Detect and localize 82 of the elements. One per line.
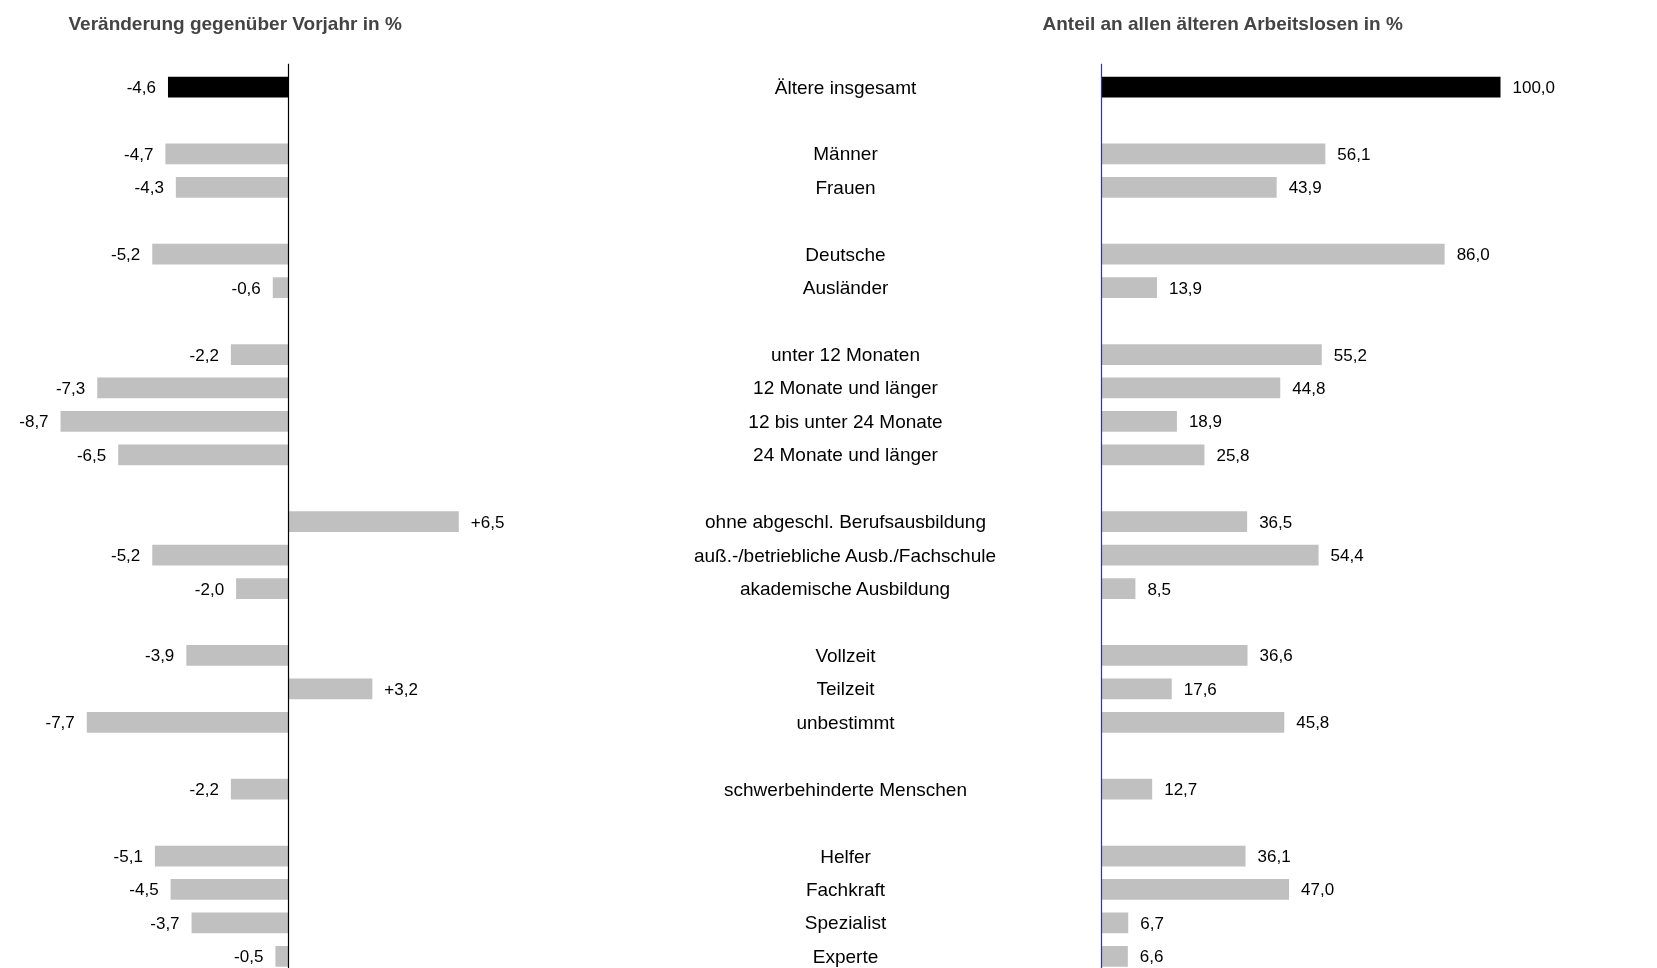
y-tick-label: 24 Monate und länger [753, 444, 939, 466]
bar [1101, 344, 1322, 365]
bar [1101, 578, 1136, 599]
data-label: +3,2 [384, 679, 418, 699]
data-label: 44,8 [1292, 378, 1326, 398]
bar [1101, 711, 1285, 733]
data-label: -4,7 [124, 144, 154, 164]
chart-title: Veränderung gegenüber Vorjahr in % [68, 12, 402, 34]
data-label: 36,1 [1257, 847, 1291, 867]
bar [1101, 678, 1172, 700]
data-label: -7,3 [55, 378, 86, 398]
bar [1101, 511, 1248, 533]
data-label: 36,6 [1259, 646, 1293, 666]
y-tick-label: akademische Ausbildung [739, 578, 951, 600]
y-tick-label: ohne abgeschl. Berufsausbildung [705, 511, 986, 533]
data-label: 54,4 [1330, 546, 1364, 566]
data-label: -2,2 [189, 780, 219, 800]
data-label: -7,7 [45, 713, 75, 733]
data-label: 43,9 [1288, 178, 1322, 198]
data-label: -4,5 [129, 880, 159, 900]
y-tick-label: Frauen [815, 176, 876, 198]
bar [1101, 845, 1246, 867]
y-tick-label: unter 12 Monaten [771, 344, 920, 366]
bar [1101, 544, 1319, 566]
y-tick-label: schwerbehinderte Menschen [724, 778, 967, 800]
bar [1101, 76, 1501, 98]
y-tick-label: 12 bis unter 24 Monate [748, 410, 943, 432]
data-label: 47,0 [1301, 880, 1335, 900]
bar [1101, 243, 1445, 265]
data-label: +6,5 [470, 512, 505, 532]
data-label: 45,8 [1296, 713, 1330, 733]
y-tick-label: Deutsche [805, 243, 886, 265]
data-label: -0,6 [231, 278, 261, 298]
y-tick-label: Ältere insgesamt [774, 76, 917, 98]
data-label: -4,3 [134, 178, 164, 198]
y-tick-label: Ausländer [802, 277, 889, 299]
bar [1101, 444, 1205, 466]
bar [1101, 277, 1157, 299]
data-label: -2,2 [189, 345, 219, 365]
bar [1101, 912, 1129, 934]
y-tick-label: Experte [812, 945, 879, 967]
data-label: -4,6 [126, 78, 156, 98]
data-label: 17,6 [1183, 679, 1217, 699]
data-label: 86,0 [1456, 245, 1490, 265]
y-tick-label: Fachkraft [805, 878, 886, 900]
bar [1101, 177, 1277, 198]
chart-title: Anteil an allen älteren Arbeitslosen in % [1042, 12, 1403, 34]
data-label: 55,2 [1333, 345, 1367, 365]
data-label: 56,1 [1337, 144, 1371, 164]
data-label: -5,2 [110, 245, 141, 265]
data-label: -0,5 [234, 947, 264, 967]
data-label: 12,7 [1164, 780, 1198, 800]
bar [1101, 879, 1290, 900]
y-tick-label: Männer [813, 143, 879, 165]
y-tick-label: Teilzeit [816, 678, 876, 700]
bar [1101, 377, 1281, 399]
data-label: 13,9 [1168, 278, 1203, 298]
data-label: -3,7 [150, 913, 180, 933]
data-label: -3,9 [145, 646, 175, 666]
data-label: 100,0 [1512, 78, 1556, 98]
bar [1101, 143, 1326, 165]
y-tick-label: Vollzeit [815, 644, 877, 666]
data-label: 8,5 [1147, 579, 1172, 599]
data-label: -8,7 [19, 412, 49, 432]
data-label: -5,1 [113, 847, 143, 867]
y-tick-label: Helfer [820, 845, 872, 867]
data-label: 25,8 [1216, 445, 1250, 465]
y-tick-label: 12 Monate und länger [753, 377, 939, 399]
data-label: 18,9 [1188, 412, 1222, 432]
bar [1101, 411, 1177, 432]
bar [1101, 645, 1248, 666]
data-label: 6,6 [1139, 947, 1164, 967]
bar [1101, 945, 1128, 967]
data-label: 6,7 [1140, 913, 1164, 933]
y-tick-label: auß.-/betriebliche Ausb./Fachschule [693, 544, 997, 566]
y-tick-label: Spezialist [804, 912, 887, 934]
data-label: 36,5 [1259, 512, 1293, 532]
bar [1101, 778, 1153, 800]
data-label: -5,2 [110, 546, 141, 566]
y-tick-label: unbestimmt [796, 711, 896, 733]
data-label: -6,5 [76, 445, 107, 465]
data-label: -2,0 [194, 579, 225, 599]
